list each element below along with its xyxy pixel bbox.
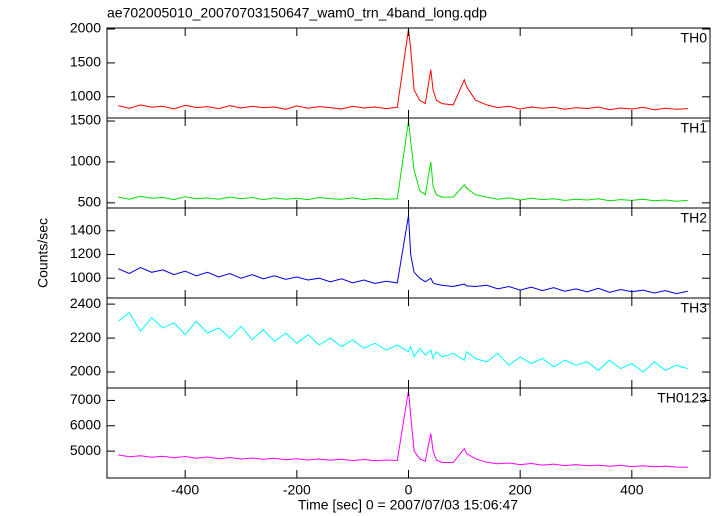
x-tick-label: 400 [620,482,644,498]
panel-frame [106,27,711,119]
y-axis-label: Counts/sec [35,218,51,288]
light-curve [118,215,688,295]
light-curve [118,120,688,202]
y-tick-label: 1000 [70,153,101,169]
light-curve [117,311,688,373]
y-tick-label: 2200 [70,329,101,345]
panel-frame [106,117,711,209]
light-curve [118,28,688,111]
chart-title: ae702005010_20070703150647_wam0_trn_4ban… [107,5,487,21]
y-tick-label: 1200 [70,245,101,261]
panel-label: TH0 [681,30,708,46]
y-tick-label: 5000 [70,442,101,458]
y-tick-label: 1400 [70,221,101,237]
panel-label: TH3 [681,300,708,316]
panel-frame [106,387,711,479]
panel-label: TH0123 [657,390,707,406]
y-tick-label: 1500 [70,54,101,70]
y-tick-label: 2000 [70,363,101,379]
x-tick-label: -400 [171,482,199,498]
panel-frame [106,297,711,389]
y-tick-label: 1000 [70,269,101,285]
y-tick-label: 1500 [70,112,101,128]
x-tick-label: -200 [283,482,311,498]
y-tick-label: 6000 [70,416,101,432]
x-axis-label: Time [sec] 0 = 2007/07/03 15:06:47 [298,497,518,513]
panel-label: TH2 [681,210,708,226]
light-curve [118,390,688,468]
y-tick-label: 2000 [70,20,101,36]
x-tick-label: 200 [508,482,532,498]
y-tick-label: 2400 [70,295,101,311]
y-tick-label: 500 [78,194,102,210]
y-tick-label: 7000 [70,391,101,407]
y-tick-label: 1000 [70,87,101,103]
x-tick-label: 0 [405,482,413,498]
panel-label: TH1 [681,120,708,136]
